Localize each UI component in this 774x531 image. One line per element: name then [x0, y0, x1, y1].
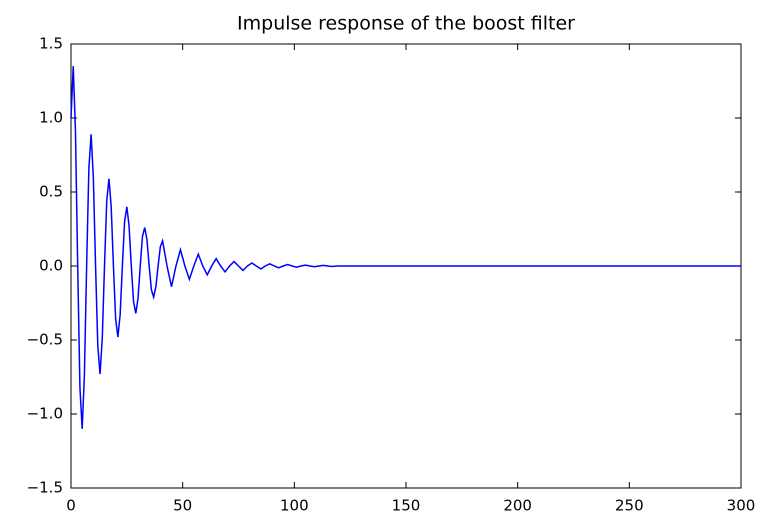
x-tick-label: 50 — [173, 497, 192, 515]
x-tick-label: 250 — [615, 497, 644, 515]
y-tick-label: −1.0 — [27, 405, 63, 423]
y-tick-label: 0.0 — [39, 257, 63, 275]
x-tick-label: 300 — [727, 497, 756, 515]
y-tick-label: 1.5 — [39, 35, 63, 53]
x-tick-label: 200 — [503, 497, 532, 515]
x-tick-label: 150 — [392, 497, 421, 515]
chart-title: Impulse response of the boost filter — [237, 13, 575, 35]
line — [70, 66, 741, 429]
y-tick-label: 0.5 — [39, 183, 63, 201]
y-tick-label: 1.0 — [39, 109, 63, 127]
x-tick-label: 0 — [66, 497, 76, 515]
y-tick-label: −1.5 — [27, 479, 63, 497]
x-tick-label: 100 — [280, 497, 309, 515]
y-tick-label: −0.5 — [27, 331, 63, 349]
